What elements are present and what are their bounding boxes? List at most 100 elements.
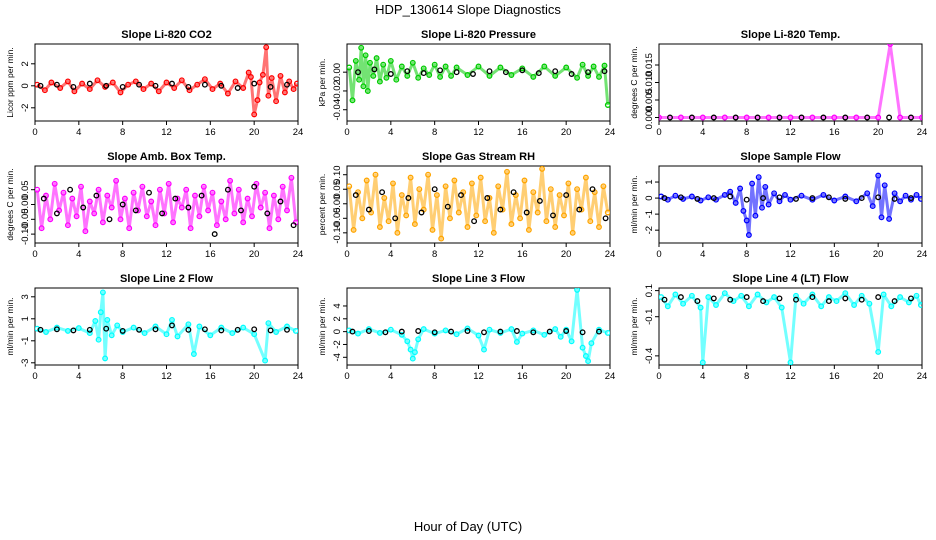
data-point <box>590 63 597 70</box>
data-point-black <box>136 326 143 333</box>
data-point <box>530 189 537 196</box>
panel-4: Slope Amb. Box Temp. 0 4 8 12 16 20 24 -0.10-0.0… <box>5 151 303 260</box>
data-point <box>288 174 295 181</box>
data-point <box>574 74 581 81</box>
data-point-black <box>418 209 425 216</box>
x-tick-label: 4 <box>388 371 393 382</box>
data-point-black <box>453 69 460 76</box>
data-point-black <box>103 82 110 89</box>
data-point <box>464 72 471 78</box>
data-point <box>437 73 444 80</box>
data-point <box>745 232 752 238</box>
data-point <box>451 177 458 184</box>
data-point-black <box>379 189 386 196</box>
data-point <box>227 177 234 184</box>
x-tick-label: 20 <box>561 127 572 138</box>
data-point-black <box>70 83 77 90</box>
data-point <box>102 355 109 362</box>
data-point <box>201 76 208 83</box>
data-point <box>705 294 712 301</box>
data-point <box>365 326 372 333</box>
data-point <box>475 332 482 339</box>
data-point <box>117 216 124 223</box>
data-point <box>51 180 58 187</box>
data-point <box>380 61 387 68</box>
data-point-black <box>251 326 258 333</box>
data-point-black <box>365 328 372 334</box>
data-point-black <box>486 68 493 75</box>
x-tick-label: 4 <box>76 371 81 382</box>
data-point-black <box>908 295 914 302</box>
data-point <box>468 180 475 187</box>
data-point <box>917 195 922 202</box>
data-point <box>504 168 510 175</box>
y-axis-label: ml/min per min. <box>629 297 639 355</box>
x-tick-label: 0 <box>32 249 37 260</box>
data-point-black <box>793 296 799 303</box>
data-point <box>171 85 178 91</box>
data-point <box>273 329 280 335</box>
data-point <box>730 298 737 305</box>
data-point <box>565 180 572 187</box>
y-tick-label: -4 <box>332 353 343 361</box>
data-point-black <box>152 82 159 89</box>
data-point <box>525 226 532 233</box>
data-point-black <box>732 114 739 121</box>
y-tick-label: 1 <box>20 316 31 321</box>
data-point <box>232 78 239 85</box>
data-point <box>148 198 155 205</box>
data-point <box>229 330 236 337</box>
series-cloud <box>36 45 298 116</box>
x-tick-label: 16 <box>517 371 528 382</box>
data-point-black <box>264 210 271 217</box>
data-point <box>64 78 71 85</box>
data-point <box>887 44 894 47</box>
y-axis-label: ml/min per min. <box>5 297 15 355</box>
data-point <box>902 192 909 199</box>
data-point <box>41 87 48 94</box>
data-point <box>393 76 400 83</box>
panel-title: Slope Gas Stream RH <box>422 151 535 163</box>
data-point <box>169 316 175 323</box>
x-tick-label: 0 <box>32 371 37 382</box>
data-point <box>352 57 359 64</box>
data-point <box>561 212 567 219</box>
data-point-black <box>448 328 455 335</box>
data-point <box>442 183 449 190</box>
data-point-black <box>864 114 871 121</box>
data-point <box>411 349 418 356</box>
data-point <box>284 207 290 214</box>
x-tick-label: 12 <box>473 249 484 260</box>
data-point-black <box>502 69 509 76</box>
data-point-black <box>842 114 849 121</box>
data-point <box>359 215 366 222</box>
data-point <box>92 318 99 324</box>
data-point-black <box>760 298 767 305</box>
data-point-black <box>601 68 608 75</box>
data-point-black <box>159 210 166 217</box>
y-tick-label: 1 <box>644 179 655 184</box>
data-point <box>490 229 497 236</box>
data-point <box>235 186 242 193</box>
data-point-black <box>405 195 412 201</box>
data-point <box>196 213 203 220</box>
y-tick-label: -2 <box>332 340 343 348</box>
x-tick-label: 16 <box>517 127 528 138</box>
data-point <box>664 303 671 310</box>
x-tick-label: 16 <box>829 249 840 260</box>
data-point <box>152 323 159 330</box>
data-point <box>851 302 858 308</box>
data-point <box>521 177 528 184</box>
x-tick-label: 20 <box>249 127 260 138</box>
panel-3: Slope Li-820 Temp.0 4 8 12 16 20 240.0000.0050… <box>629 29 927 138</box>
data-point <box>57 85 64 91</box>
y-tick-label: 0.00 <box>20 195 31 214</box>
data-point <box>447 215 453 222</box>
y-axis-label: kPa per min. <box>317 59 327 107</box>
data-layer <box>35 174 298 238</box>
data-point <box>218 198 225 205</box>
y-tick-label: 0.00 <box>332 195 343 214</box>
data-point <box>425 171 432 178</box>
data-point <box>262 357 269 364</box>
data-point <box>763 299 770 306</box>
